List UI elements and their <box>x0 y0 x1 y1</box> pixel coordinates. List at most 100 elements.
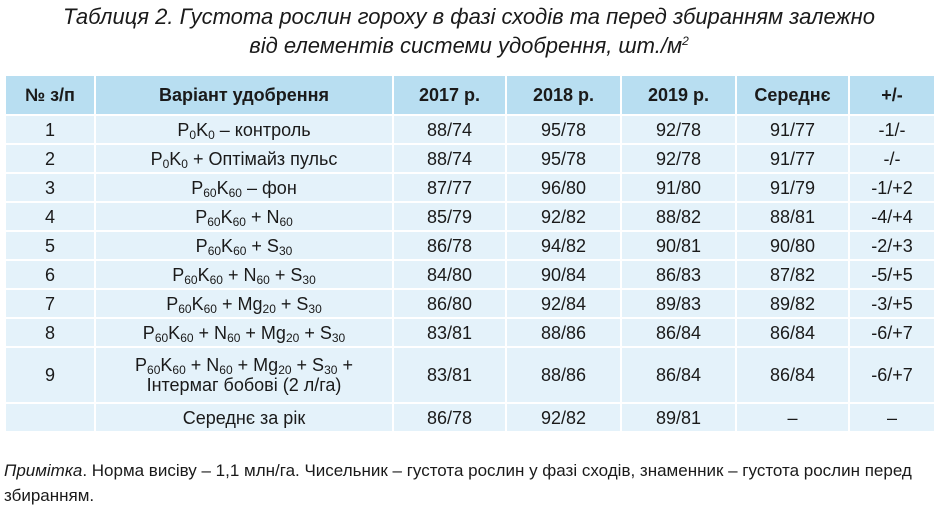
subscript: 60 <box>219 363 233 377</box>
subscript: 60 <box>154 330 169 345</box>
text-part: K <box>221 235 234 256</box>
text-part: + N <box>245 206 280 227</box>
number-cell: 2 <box>4 143 96 174</box>
variant-cell: P60K60 + N60 + Mg20 + S30 + Інтермаг бобо… <box>94 346 394 404</box>
value-cell: 84/80 <box>392 259 507 290</box>
table-row: 7 P60K60 + Mg20 + S30 86/80 92/84 89/83 89/82… <box>4 288 936 319</box>
text-part: K <box>191 293 204 314</box>
text-part: + S <box>246 235 279 256</box>
value-cell: 88/74 <box>392 114 507 145</box>
text-part: K <box>196 119 209 140</box>
footer-label: Середнє за рік <box>94 402 394 433</box>
subscript: 60 <box>256 272 270 287</box>
value-cell: 86/78 <box>392 402 507 433</box>
value-cell: 87/82 <box>735 259 850 290</box>
text-part: K <box>160 355 173 375</box>
header-cell: 2017 р. <box>392 74 507 116</box>
value-cell: 92/82 <box>505 201 622 232</box>
subscript: 60 <box>209 272 223 287</box>
value-cell: -6/+7 <box>848 317 936 348</box>
subscript: 30 <box>324 363 338 377</box>
table-row: 9 P60K60 + N60 + Mg20 + S30 + Інтермаг боб… <box>4 346 936 404</box>
value-cell: 86/80 <box>392 288 507 319</box>
text-part: P <box>150 148 163 169</box>
value-cell: 96/80 <box>505 172 622 203</box>
value-cell: -1/+2 <box>848 172 936 203</box>
value-cell: 83/81 <box>392 346 507 404</box>
text-part: Інтермаг бобові (2 л/га) <box>146 375 342 395</box>
value-cell: 85/79 <box>392 201 507 232</box>
header-cell: +/- <box>848 74 936 116</box>
variant-cell: P60K60 + N60 + S30 <box>94 259 394 290</box>
header-cell: Варіант удобрення <box>94 74 394 116</box>
header-cell: 2019 р. <box>620 74 737 116</box>
text-part: P <box>172 264 185 285</box>
variant-cell: P60K60 – фон <box>94 172 394 203</box>
value-cell: 89/82 <box>735 288 850 319</box>
value-cell: 83/81 <box>392 317 507 348</box>
value-cell: 90/80 <box>735 230 850 261</box>
value-cell: -/- <box>848 143 936 174</box>
value-cell: 86/84 <box>620 317 737 348</box>
value-cell: 86/84 <box>620 346 737 404</box>
value-cell: – <box>735 402 850 433</box>
value-cell: 91/77 <box>735 143 850 174</box>
text-part: P <box>195 206 208 227</box>
subscript: 60 <box>178 301 192 316</box>
value-cell: 95/78 <box>505 143 622 174</box>
value-cell: 88/86 <box>505 317 622 348</box>
variant-cell: P0K0 – контроль <box>94 114 394 145</box>
text-part: + S <box>275 293 309 314</box>
value-cell: 87/77 <box>392 172 507 203</box>
text-part: + S <box>291 355 325 375</box>
subscript: 0 <box>189 127 197 142</box>
subscript: 60 <box>184 272 198 287</box>
emphasis: Примітка <box>4 461 83 480</box>
header-cell: Середнє <box>735 74 850 116</box>
subscript: 60 <box>233 243 247 258</box>
subscript: 60 <box>172 363 186 377</box>
header-cell: № з/п <box>4 74 96 116</box>
text-part: – фон <box>241 177 297 198</box>
table-row: 3 P60K60 – фон 87/77 96/80 91/80 91/79 -1/+2 <box>4 172 936 203</box>
variant-cell: P60K60 + S30 <box>94 230 394 261</box>
table-row: 4 P60K60 + N60 85/79 92/82 88/82 88/81 -4/+4 <box>4 201 936 232</box>
number-cell: 9 <box>4 346 96 404</box>
value-cell: 91/79 <box>735 172 850 203</box>
superscript: 2 <box>682 34 689 48</box>
subscript: 30 <box>302 272 316 287</box>
subscript: 20 <box>262 301 276 316</box>
header-row: № з/п Варіант удобрення 2017 р. 2018 р. 2019… <box>4 74 936 116</box>
value-cell: 86/83 <box>620 259 737 290</box>
value-cell: 92/82 <box>505 402 622 433</box>
subscript: 60 <box>228 185 242 200</box>
subscript: 60 <box>203 185 217 200</box>
subscript: 60 <box>207 243 222 258</box>
text-part: + S <box>299 322 332 343</box>
table-row: 1 P0K0 – контроль 88/74 95/78 92/78 91/77 -1/- <box>4 114 936 145</box>
text-part: P <box>191 177 204 198</box>
text-part: – контроль <box>214 119 311 140</box>
value-cell: 88/82 <box>620 201 737 232</box>
value-cell: 92/78 <box>620 143 737 174</box>
footer-row: Середнє за рік 86/78 92/82 89/81– – <box>4 402 936 433</box>
subscript: 60 <box>180 330 194 345</box>
value-cell: 88/86 <box>505 346 622 404</box>
value-cell: 92/78 <box>620 114 737 145</box>
text-part: + Mg <box>232 355 279 375</box>
subscript: 30 <box>278 243 293 258</box>
text-part: P <box>135 355 148 375</box>
value-cell: -3/+5 <box>848 288 936 319</box>
value-cell: 91/77 <box>735 114 850 145</box>
number-cell: 8 <box>4 317 96 348</box>
number-cell: 5 <box>4 230 96 261</box>
text-part: . Норма висіву – 1,1 млн/га. Чисельник –… <box>4 461 912 505</box>
value-cell: -6/+7 <box>848 346 936 404</box>
value-cell: -2/+3 <box>848 230 936 261</box>
subscript: 0 <box>162 156 170 171</box>
text-part: K <box>216 177 229 198</box>
value-cell: -4/+4 <box>848 201 936 232</box>
subscript: 60 <box>279 214 293 229</box>
variant-cell: P60K60 + Mg20 + S30 <box>94 288 394 319</box>
